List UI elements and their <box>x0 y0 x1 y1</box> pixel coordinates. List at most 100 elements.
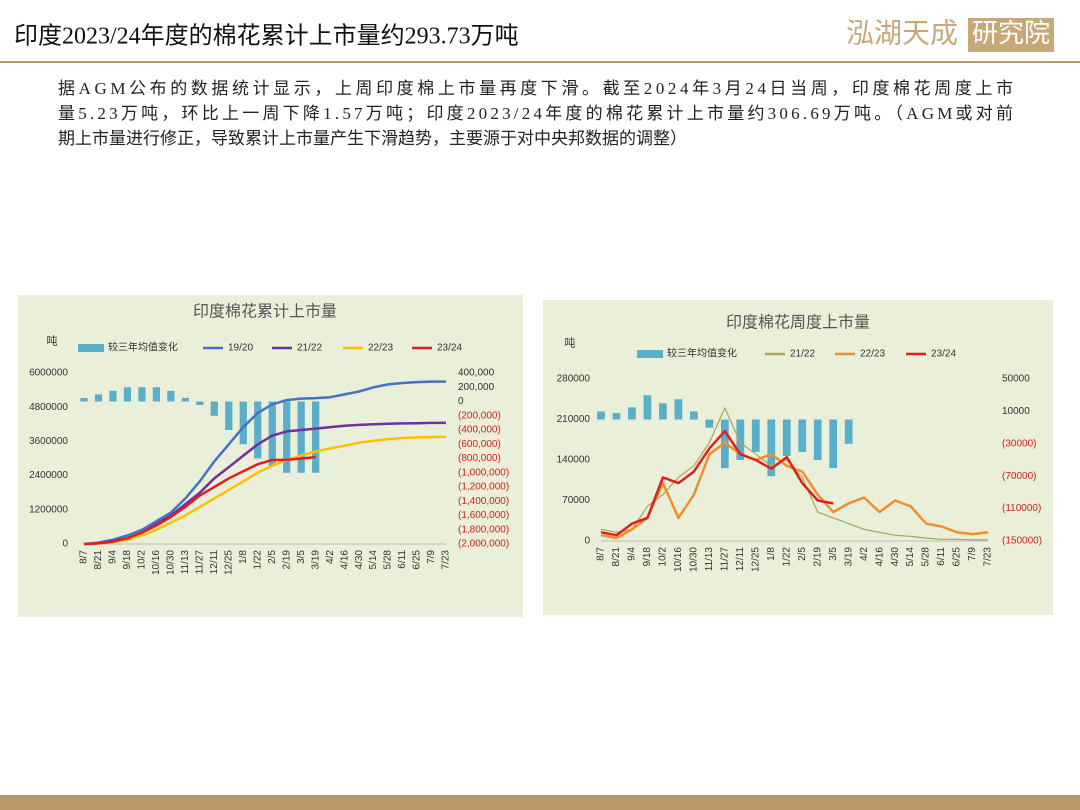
bar <box>268 401 276 466</box>
x-tick-label: 1/22 <box>252 550 263 570</box>
y2-tick-label: 10000 <box>1002 406 1030 417</box>
x-tick-label: 4/16 <box>339 550 350 570</box>
x-tick-label: 10/16 <box>673 547 684 572</box>
legend-label: 较三年均值变化 <box>667 347 737 360</box>
x-tick-label: 6/11 <box>397 550 408 569</box>
x-tick-label: 8/21 <box>93 550 104 570</box>
x-tick-label: 10/16 <box>151 550 162 575</box>
legend-label: 22/23 <box>368 343 393 354</box>
x-tick-label: 7/23 <box>441 550 452 570</box>
x-tick-label: 3/5 <box>828 547 839 561</box>
x-tick-label: 7/9 <box>967 547 978 561</box>
bar <box>312 401 320 473</box>
bar <box>767 419 776 477</box>
x-tick-label: 2/19 <box>812 547 823 567</box>
x-tick-label: 6/25 <box>412 550 423 570</box>
bar <box>844 419 853 444</box>
y2-tick-label: (400,000) <box>458 425 501 436</box>
y2-tick-label: (110000) <box>1002 503 1041 514</box>
bar <box>123 387 132 402</box>
y-tick-label: 280000 <box>557 374 591 385</box>
x-tick-label: 4/16 <box>874 547 885 567</box>
bar <box>829 419 838 469</box>
bar <box>283 401 291 473</box>
x-tick-label: 6/11 <box>936 547 947 566</box>
logo-box <box>968 18 1054 52</box>
x-tick-label: 4/30 <box>890 547 901 567</box>
bar <box>297 401 305 473</box>
bar <box>751 419 760 452</box>
y-tick-label: 0 <box>62 539 68 550</box>
line-series <box>83 455 316 546</box>
legend-label: 23/24 <box>437 343 462 354</box>
legend-label: 22/23 <box>860 349 885 360</box>
x-tick-label: 1/8 <box>766 547 777 561</box>
x-tick-label: 5/28 <box>383 550 394 570</box>
x-tick-label: 12/11 <box>735 547 746 572</box>
body-line: 据AGM公布的数据统计显示，上周印度棉上市量再度下滑。截至2024年3月24日当… <box>58 79 1013 98</box>
x-tick-label: 12/11 <box>209 550 220 575</box>
legend-label: 19/20 <box>228 343 253 354</box>
y2-tick-label: 50000 <box>1002 374 1030 385</box>
x-tick-label: 2/19 <box>281 550 292 570</box>
x-tick-label: 10/2 <box>658 547 669 567</box>
x-tick-label: 10/30 <box>166 550 177 575</box>
x-tick-label: 4/2 <box>325 550 336 564</box>
y2-tick-label: (1,800,000) <box>458 524 509 535</box>
legend-label: 21/22 <box>790 349 815 360</box>
legend-label: 21/22 <box>297 343 322 354</box>
body-line: 期上市量进行修正，导致累计上市量产生下滑趋势，主要源于对中央邦数据的调整） <box>58 129 687 148</box>
y2-tick-label: 400,000 <box>458 368 495 379</box>
x-tick-label: 5/28 <box>921 547 932 567</box>
y2-tick-label: (150000) <box>1002 536 1042 547</box>
bar <box>225 401 233 430</box>
x-tick-label: 9/18 <box>122 550 133 570</box>
x-tick-label: 3/19 <box>843 547 854 567</box>
x-tick-label: 8/7 <box>79 550 90 564</box>
y2-tick-label: (2,000,000) <box>458 539 509 550</box>
line-series <box>83 380 446 546</box>
x-tick-label: 12/25 <box>750 547 761 572</box>
bar <box>628 407 636 420</box>
y-tick-label: 2400000 <box>29 470 68 481</box>
x-tick-label: 7/9 <box>426 550 437 564</box>
x-tick-label: 11/27 <box>719 547 730 572</box>
bar <box>152 387 161 402</box>
bar <box>643 395 652 420</box>
bar <box>239 401 247 445</box>
x-tick-label: 3/19 <box>310 550 321 570</box>
y2-tick-label: (200,000) <box>458 410 501 421</box>
x-tick-label: 9/4 <box>627 547 638 561</box>
y2-tick-label: (1,200,000) <box>458 482 509 493</box>
bar <box>109 390 117 402</box>
bar <box>690 411 698 420</box>
bar <box>659 403 667 420</box>
bar <box>210 401 218 416</box>
x-tick-label: 7/23 <box>983 547 994 567</box>
y2-tick-label: (30000) <box>1002 438 1036 449</box>
bar <box>674 399 683 420</box>
x-tick-label: 12/25 <box>223 550 234 575</box>
x-tick-label: 8/7 <box>596 547 607 561</box>
x-tick-label: 1/22 <box>781 547 792 567</box>
y2-tick-label: (1,400,000) <box>458 496 509 507</box>
y-tick-label: 6000000 <box>29 368 68 379</box>
bar <box>813 419 822 460</box>
x-tick-label: 10/2 <box>137 550 148 570</box>
legend-swatch <box>78 344 104 352</box>
y2-tick-label: (800,000) <box>458 453 501 464</box>
x-tick-label: 4/2 <box>859 547 870 561</box>
logo-text-boxed: 研究院 <box>972 19 1050 48</box>
bar <box>798 419 807 452</box>
bar <box>782 419 791 456</box>
y-tick-label: 3600000 <box>29 436 68 447</box>
y-tick-label: 140000 <box>557 455 591 466</box>
x-tick-label: 1/8 <box>238 550 249 564</box>
chart-panel <box>543 300 1053 615</box>
y-axis-label: 吨 <box>565 337 576 350</box>
bar <box>138 387 146 402</box>
y-tick-label: 4800000 <box>29 402 68 413</box>
x-tick-label: 4/30 <box>354 550 365 570</box>
legend-label: 较三年均值变化 <box>108 341 178 354</box>
